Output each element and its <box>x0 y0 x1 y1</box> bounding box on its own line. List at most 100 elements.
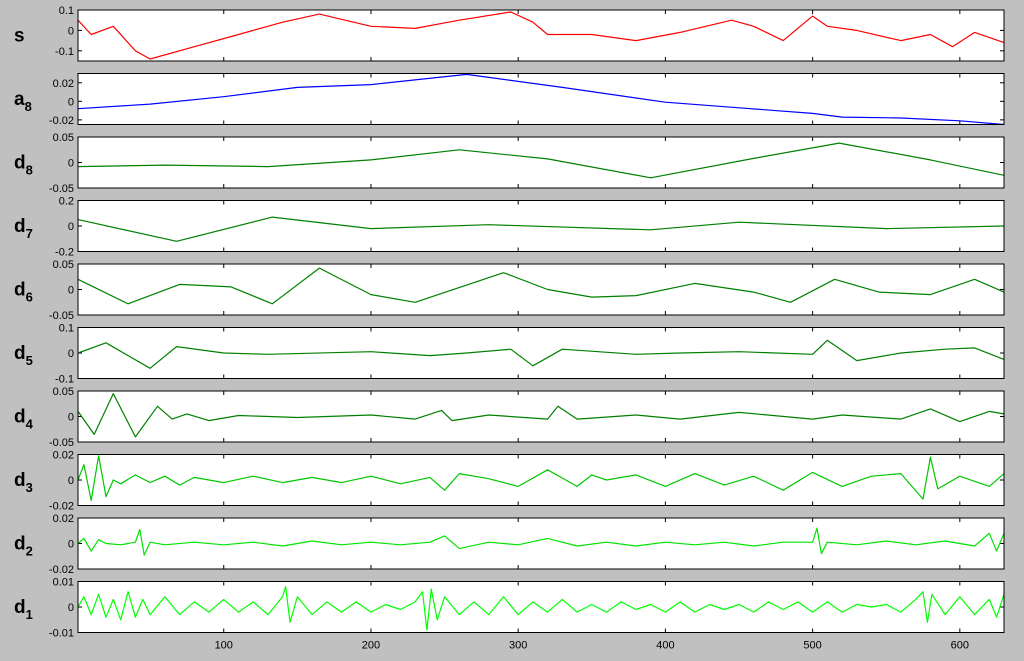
panel-label-subscript: 4 <box>26 417 34 432</box>
panel-d7: 0.2 0 -0.2 d7 <box>14 196 1005 259</box>
panel-label-main: d <box>14 216 26 237</box>
panel-a8: 0.02 0 -0.02 a8 <box>14 73 1005 127</box>
panel-s: 0.1 0 -0.1 s <box>14 5 1005 62</box>
panel-label-subscript: 5 <box>26 353 33 368</box>
panel-d6: 0.05 0 -0.05 d6 <box>14 259 1005 322</box>
y-tick-label: 0.05 <box>53 132 74 144</box>
y-tick-label: 0 <box>68 348 74 360</box>
axes-frame <box>77 263 1005 316</box>
series-line <box>77 393 1005 438</box>
panel-label: s <box>14 26 25 47</box>
panel-label: d7 <box>14 216 33 241</box>
panel-d1: 0.01 0 -0.01 d1 100 200 300 400 500 600 <box>14 577 1005 652</box>
panel-label: a8 <box>14 89 32 114</box>
y-tick-label: -0.05 <box>49 310 74 322</box>
axes-frame <box>77 200 1005 252</box>
panel-label: d3 <box>14 470 33 495</box>
series-line <box>77 267 1005 305</box>
x-tick-label: 300 <box>509 640 527 652</box>
axes-background <box>78 264 1004 315</box>
x-tick-label: 400 <box>656 640 674 652</box>
y-tick-label: 0.05 <box>53 259 74 271</box>
series-line <box>77 216 1005 242</box>
y-tick-label: 0 <box>68 285 74 297</box>
y-tick-label: -0.02 <box>49 501 74 513</box>
panel-label-main: a <box>14 89 25 110</box>
panel-d3: 0.02 0 -0.02 d3 <box>14 450 1005 513</box>
y-tick-label: -0.1 <box>55 374 74 386</box>
series-line <box>77 455 1005 501</box>
y-tick-label: -0.02 <box>49 115 74 127</box>
axes-frame <box>77 581 1005 633</box>
y-tick-label: 0 <box>68 602 74 614</box>
axes-frame <box>77 390 1005 443</box>
y-tick-label: -0.02 <box>49 564 74 576</box>
y-tick-label: -0.2 <box>55 247 74 259</box>
panel-label-subscript: 1 <box>26 607 33 622</box>
y-tick-label: -0.05 <box>49 437 74 449</box>
y-tick-label: -0.05 <box>49 183 74 195</box>
axes-frame <box>77 9 1005 62</box>
panel-label-subscript: 3 <box>26 480 33 495</box>
axes-background <box>78 137 1004 188</box>
series-line <box>77 11 1005 60</box>
subplot-stack: 0.10-0.1s0.020-0.02a80.050-0.05d80.20-0.… <box>14 5 1005 652</box>
panel-label-main: d <box>14 470 26 491</box>
y-tick-label: -0.01 <box>49 628 74 640</box>
panel-label-main: d <box>14 280 26 301</box>
y-tick-label: 0.05 <box>53 386 74 398</box>
panel-label-main: d <box>14 407 26 428</box>
axes-frame <box>77 454 1005 506</box>
panel-label: d6 <box>14 280 33 305</box>
axes-frame <box>77 73 1005 125</box>
panel-label: d1 <box>14 597 33 622</box>
series-line <box>77 142 1005 179</box>
y-tick-label: 0 <box>68 158 74 170</box>
panel-label-main: d <box>14 343 26 364</box>
y-tick-label: 0.02 <box>53 78 74 90</box>
panel-d4: 0.05 0 -0.05 d4 <box>14 386 1005 449</box>
y-tick-label: 0.1 <box>59 5 74 17</box>
y-tick-label: 0 <box>68 539 74 551</box>
series-line <box>77 339 1005 369</box>
panel-label-subscript: 2 <box>26 544 33 559</box>
series-line <box>77 73 1005 126</box>
panel-label-subscript: 8 <box>26 163 33 178</box>
axes-frame <box>77 136 1005 189</box>
y-tick-label: 0.02 <box>53 450 74 462</box>
panel-label: d2 <box>14 534 33 559</box>
panel-d5: 0.1 0 -0.1 d5 <box>14 323 1005 386</box>
y-tick-label: 0.2 <box>59 196 74 208</box>
axes-frame <box>77 327 1005 379</box>
panel-label: d5 <box>14 343 33 368</box>
y-tick-label: 0 <box>68 25 74 37</box>
y-tick-label: 0.01 <box>53 577 74 589</box>
axes-background <box>78 73 1004 125</box>
y-tick-label: 0 <box>68 96 74 108</box>
panel-label-main: s <box>14 26 25 47</box>
y-tick-label: 0.02 <box>53 513 74 525</box>
panel-label: d8 <box>14 153 33 178</box>
panel-label-main: d <box>14 597 26 618</box>
y-tick-label: 0 <box>68 412 74 424</box>
y-tick-label: 0 <box>68 475 74 487</box>
axes-frame <box>77 517 1005 570</box>
series-line <box>77 585 1005 631</box>
panel-label-subscript: 7 <box>26 226 33 241</box>
x-tick-label: 100 <box>215 640 233 652</box>
panel-label-subscript: 6 <box>26 290 33 305</box>
panel-d2: 0.02 0 -0.02 d2 <box>14 513 1005 576</box>
panel-label: d4 <box>14 407 34 432</box>
x-tick-label: 200 <box>362 640 380 652</box>
y-tick-label: 0.1 <box>59 323 74 335</box>
series-line <box>77 527 1005 556</box>
x-tick-label: 600 <box>951 640 969 652</box>
y-tick-label: -0.1 <box>55 46 74 58</box>
panel-label-main: d <box>14 534 26 555</box>
axes-background <box>78 10 1004 61</box>
panel-d8: 0.05 0 -0.05 d8 <box>14 132 1005 195</box>
axes-background <box>78 454 1004 506</box>
panel-label-main: d <box>14 153 26 174</box>
x-tick-label: 500 <box>803 640 821 652</box>
